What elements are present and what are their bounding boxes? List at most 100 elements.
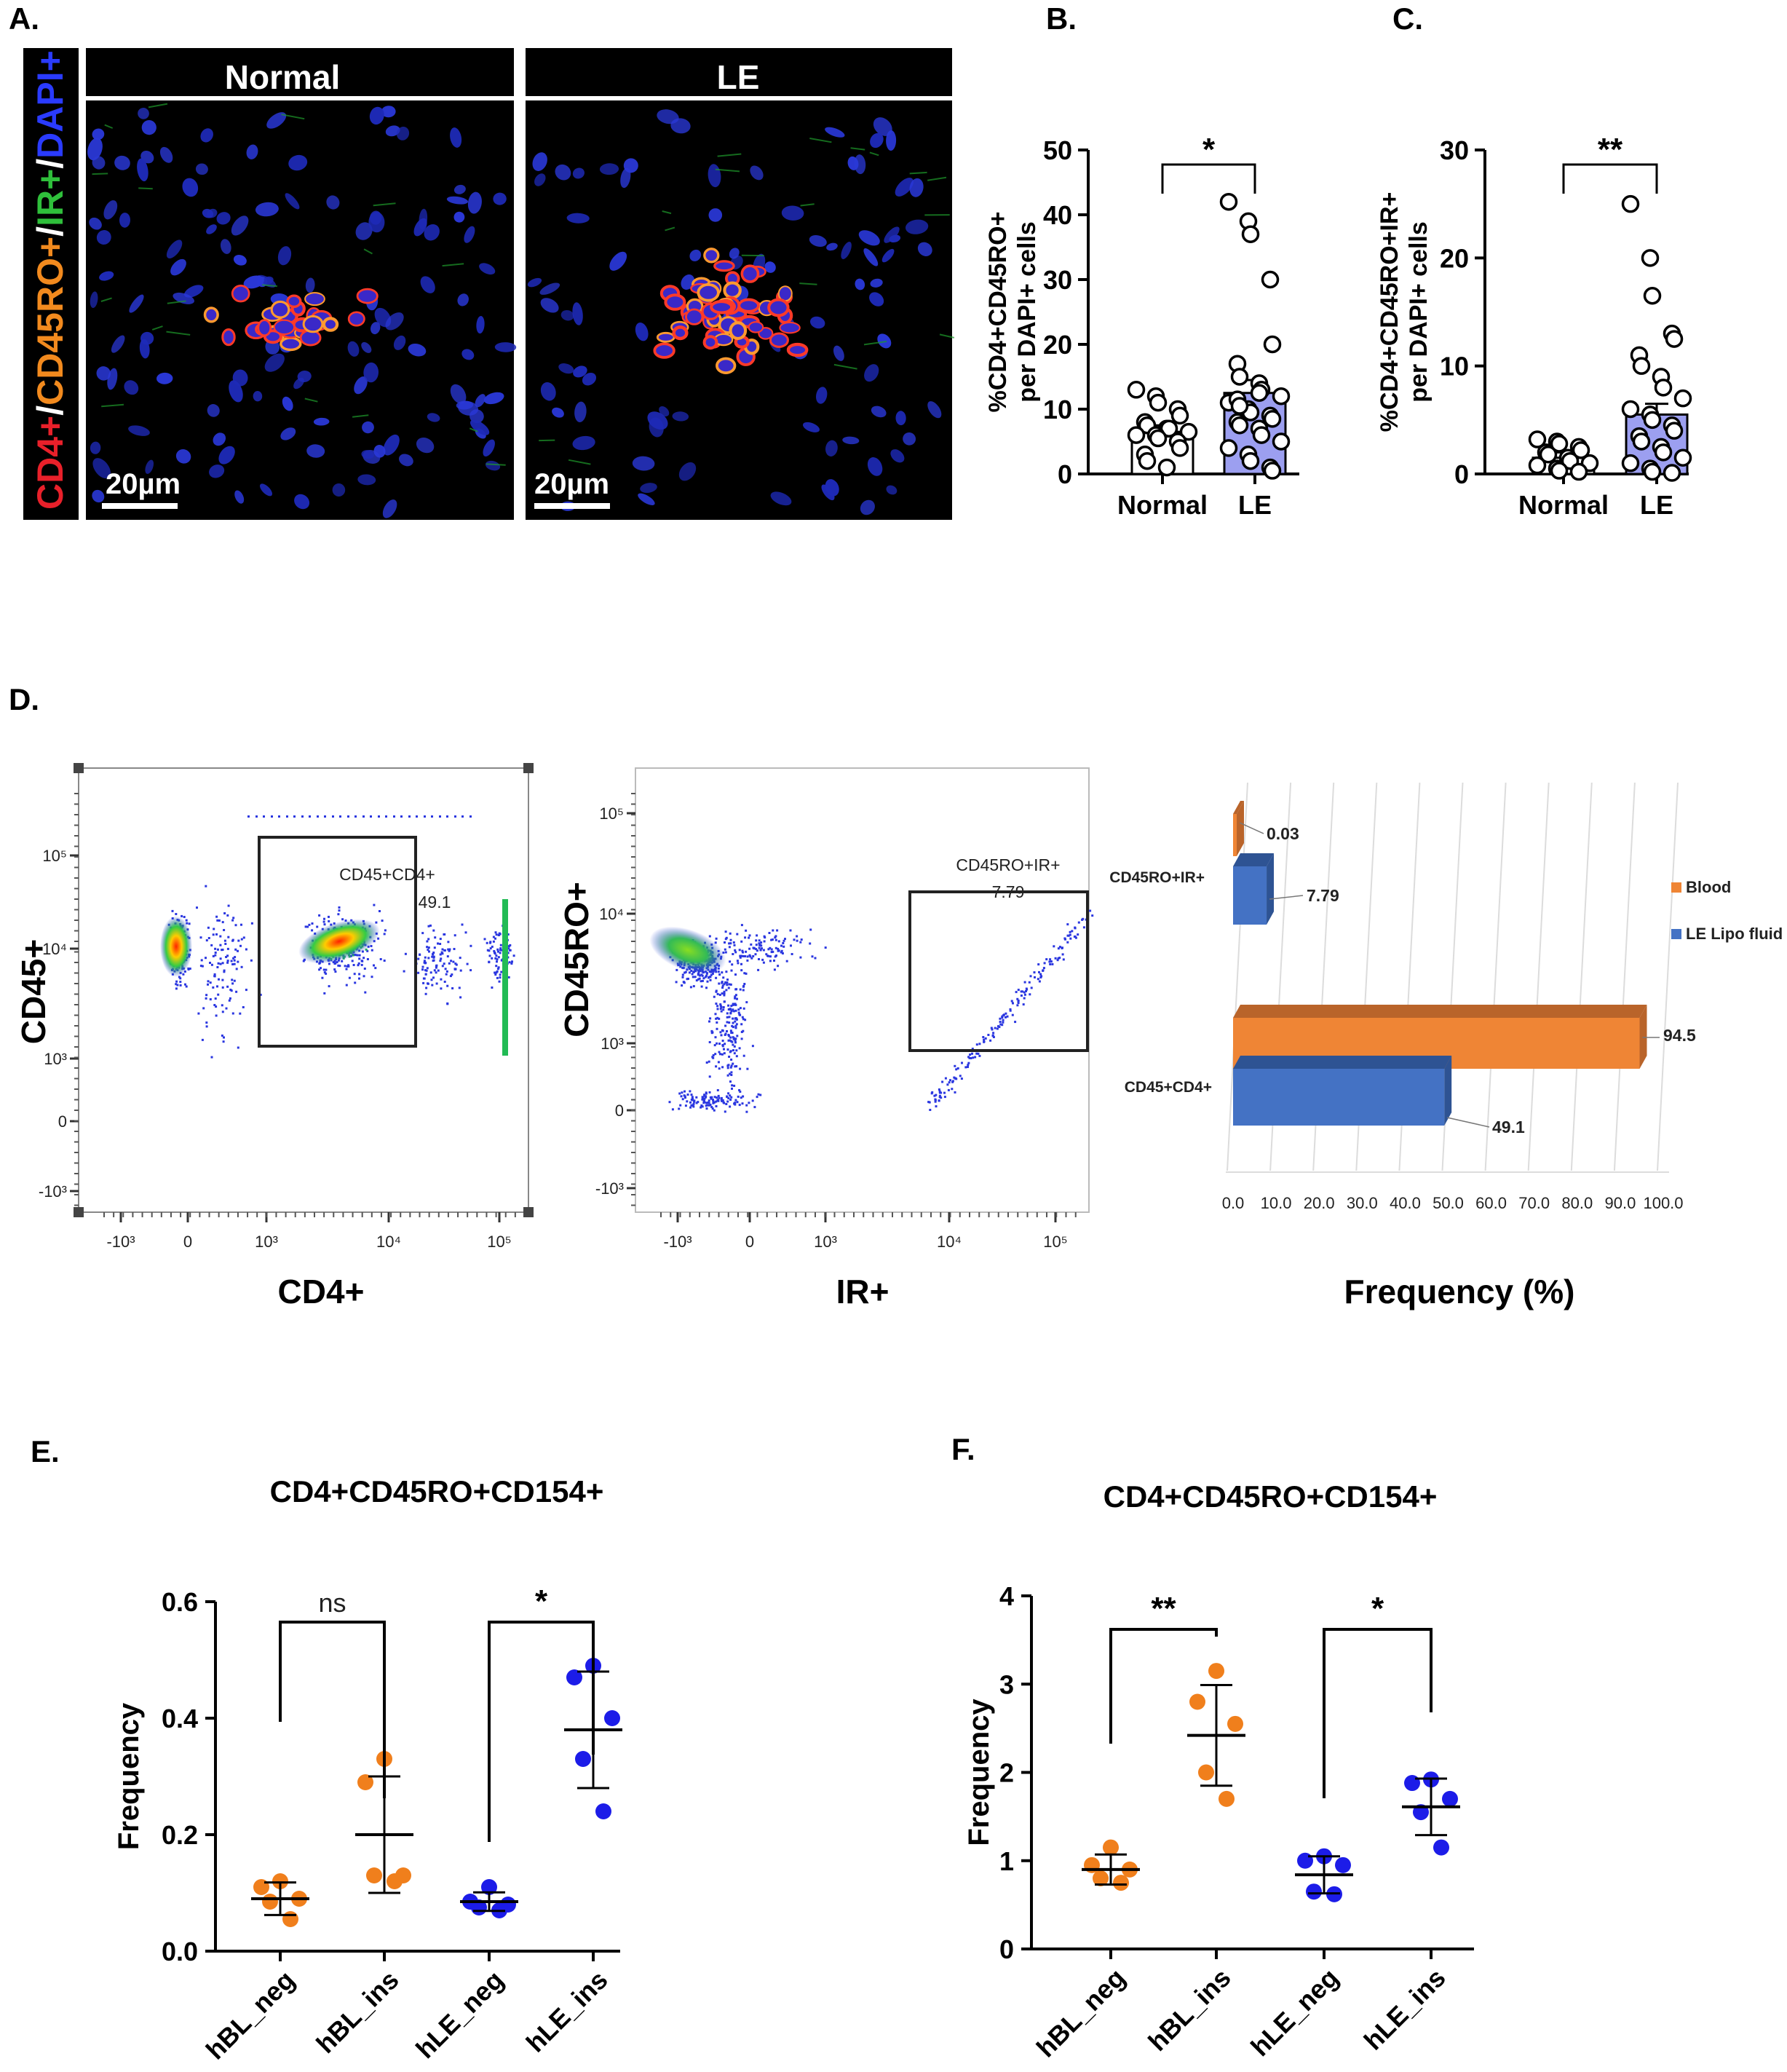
event-dot (944, 1077, 947, 1080)
event-dot (497, 966, 500, 969)
nucleus-cell (826, 242, 838, 251)
nucleus-cell (890, 449, 905, 463)
event-dot (719, 1008, 722, 1011)
event-dot (189, 968, 191, 970)
event-dot (710, 973, 713, 976)
event-dot (726, 1100, 729, 1103)
stained-cell (710, 300, 734, 315)
event-dot (323, 923, 326, 926)
event-dot (486, 941, 488, 944)
event-dot (469, 815, 472, 818)
event-dot (210, 963, 213, 966)
event-dot (725, 989, 728, 992)
flow-plot1-corner-tl (74, 763, 84, 773)
event-dot (373, 964, 375, 967)
event-dot (179, 981, 182, 984)
micrograph-normal-cells (87, 103, 517, 518)
nucleus-cell (877, 333, 892, 349)
event-dot (454, 962, 457, 965)
event-dot (494, 971, 496, 974)
event-dot (231, 939, 234, 942)
event-dot (708, 1075, 711, 1078)
event-dot (1002, 1014, 1005, 1017)
event-dot (444, 968, 447, 970)
event-dot (729, 1094, 732, 1097)
event-dot (1066, 923, 1069, 926)
nucleus-cell (371, 322, 381, 335)
event-dot (983, 1038, 986, 1041)
event-dot (344, 965, 346, 968)
event-dot (439, 943, 442, 945)
event-dot (746, 1067, 749, 1070)
ir-signal (863, 341, 887, 346)
event-dot (362, 957, 365, 960)
event-dot (486, 949, 489, 952)
nucleus-cell (96, 230, 111, 245)
x-tick-label: hLE_ins (1358, 1963, 1451, 2056)
x-tick-label: 60.0 (1475, 1194, 1507, 1212)
nucleus-cell (833, 345, 844, 361)
event-dot (370, 815, 372, 818)
event-dot (740, 954, 742, 957)
nucleus-cell (895, 178, 914, 197)
event-dot (357, 964, 360, 967)
stain-sep3: / (30, 159, 71, 169)
nucleus-cell (280, 427, 296, 440)
event-dot (228, 999, 231, 1002)
event-dot (240, 923, 242, 926)
event-dot (970, 1057, 972, 1059)
data-point (1227, 1715, 1243, 1732)
event-dot (328, 985, 330, 988)
event-dot (424, 956, 427, 959)
event-dot (445, 970, 448, 973)
event-dot (328, 962, 330, 965)
nucleus-cell (678, 462, 697, 481)
event-dot (223, 1036, 225, 1039)
value-label: 49.1 (1492, 1118, 1525, 1136)
ir-signal (151, 325, 163, 331)
event-dot (218, 978, 220, 981)
event-dot (1089, 909, 1092, 912)
event-dot (738, 1013, 741, 1016)
ir-signal (539, 439, 555, 442)
y-tick-label: 2 (999, 1758, 1014, 1788)
stained-cell (703, 248, 720, 264)
nucleus-cell (213, 432, 226, 446)
event-dot (761, 947, 763, 950)
y-tick-label: 0.0 (162, 1937, 198, 1966)
data-point (1550, 462, 1569, 480)
nucleus-cell (166, 240, 183, 258)
event-dot (441, 952, 444, 955)
event-dot (723, 983, 726, 986)
event-dot (352, 964, 355, 966)
event-dot (1056, 959, 1059, 962)
event-dot (427, 938, 430, 941)
event-dot (345, 984, 348, 986)
data-point (1528, 456, 1547, 475)
y-tick-label: 0 (1454, 459, 1469, 489)
chart-c: 0 10 20 30 Normal LE ** %CD4+CD45RO+IR+ per DAPI… (1376, 132, 1692, 520)
event-dot (703, 1094, 706, 1097)
event-dot (727, 1092, 730, 1095)
event-dot (233, 979, 236, 982)
event-dot (723, 1048, 725, 1051)
event-dot (741, 1102, 744, 1105)
event-dot (439, 815, 441, 818)
event-dot (732, 1043, 734, 1046)
event-dot (245, 989, 247, 992)
event-dot (730, 1074, 733, 1076)
event-dot (698, 977, 701, 980)
nucleus-cell (129, 294, 144, 313)
event-dot (1005, 1016, 1007, 1019)
event-dot (734, 1037, 737, 1040)
nucleus-cell (483, 392, 504, 405)
event-dot (721, 986, 724, 989)
event-dot (227, 936, 230, 938)
data-point (1230, 368, 1249, 386)
event-dot (773, 960, 775, 962)
bar-lipo-top (1233, 1056, 1452, 1069)
event-dot (205, 939, 208, 942)
event-dot (214, 997, 217, 1000)
stain-sep2: / (30, 226, 71, 237)
event-dot (742, 989, 745, 992)
